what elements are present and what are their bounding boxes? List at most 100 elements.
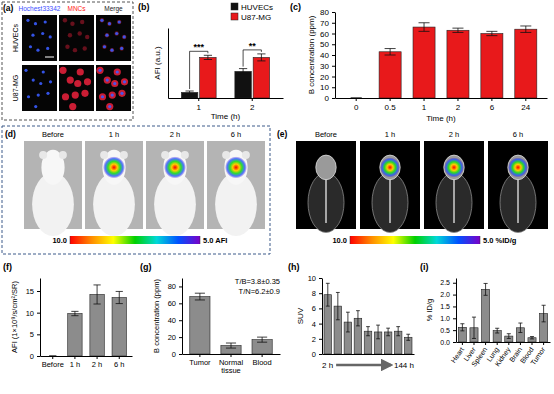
error-bar-cap — [49, 356, 56, 357]
y-tick: 10 — [308, 274, 322, 283]
frame-label: 2 h — [449, 130, 459, 139]
signal-blob — [444, 157, 464, 177]
bar — [68, 314, 82, 356]
error-bar — [495, 328, 499, 333]
image-frame — [85, 141, 143, 236]
error-bar-cap — [239, 74, 247, 75]
x-tick-label-line: Blood — [253, 358, 272, 367]
y-tick: 1.0 — [440, 315, 456, 322]
bar — [90, 294, 104, 356]
x-tick: 6 — [490, 98, 495, 112]
x-tick: 2 — [250, 98, 255, 112]
y-tick-mark — [179, 286, 182, 287]
image-frame — [360, 141, 420, 233]
cell-blue — [24, 69, 27, 72]
y-tick-label: 20 — [320, 73, 329, 82]
y-tick: 0 — [30, 352, 40, 361]
x-tick: Kidney — [494, 342, 513, 368]
cell-blue — [108, 22, 111, 25]
x-tick-label-line: tissue — [221, 366, 241, 375]
y-tick-mark — [37, 313, 40, 314]
cell-red — [102, 45, 106, 49]
annotation: 144 h — [394, 361, 414, 370]
bar — [252, 340, 272, 354]
error-bar-cap — [351, 98, 362, 99]
error-bar — [419, 23, 430, 32]
y-tick: 80 — [320, 8, 335, 17]
panel-label: (h) — [288, 262, 300, 272]
cell-red — [110, 48, 114, 52]
bar-chart-panel: TumorNormaltissueBlood020406080B concent… — [140, 262, 281, 375]
cell-blue — [34, 22, 37, 25]
error-bar-cap — [351, 98, 362, 99]
significance-bracket — [190, 51, 208, 89]
x-axis: 12 — [169, 98, 284, 112]
error-bar — [486, 31, 497, 35]
cell-red — [106, 103, 113, 110]
image-frame — [207, 141, 265, 236]
row-header: HUVECs — [12, 24, 19, 53]
y-tick-label: 10 — [26, 309, 34, 318]
error-bar-stem — [119, 291, 120, 303]
x-tick-mark — [473, 342, 474, 345]
error-bar-cap — [336, 319, 340, 320]
error-bar-cap — [542, 305, 546, 306]
error-bar-cap — [460, 323, 464, 324]
error-bar-cap — [326, 283, 330, 284]
y-tick-mark — [319, 278, 322, 279]
y-axis-title: % ID/g — [425, 299, 434, 322]
cell-red — [96, 67, 103, 74]
y-tick-label: 40 — [168, 316, 176, 325]
bar — [190, 297, 210, 354]
frame-label: 1 h — [109, 130, 119, 139]
error-bar-stem — [243, 69, 244, 75]
y-axis: 0246810 — [308, 274, 323, 359]
error-bar-stem — [457, 28, 458, 32]
error-bar — [507, 334, 511, 339]
y-axis-title: AFI (1×10⁹/s/cm²/SR) — [10, 281, 19, 353]
x-tick-label: 6 — [490, 103, 495, 112]
y-tick-mark — [453, 330, 456, 331]
y-tick-label: 60 — [168, 299, 176, 308]
cell-blue — [44, 20, 47, 23]
cell-blue — [110, 49, 113, 52]
y-tick-label: 10 — [308, 274, 316, 283]
x-tick-mark — [198, 98, 199, 101]
cell-red — [63, 18, 67, 22]
plot-marks — [49, 285, 126, 356]
plot-marks — [181, 54, 269, 98]
micrograph — [96, 15, 131, 61]
colorbar-tick — [350, 236, 351, 244]
signal-blob — [508, 157, 528, 177]
x-tick-mark — [543, 342, 544, 345]
mouse-ear — [59, 151, 67, 159]
y-tick-label: 2.0 — [440, 291, 450, 298]
error-bar-stem — [543, 305, 544, 322]
plot-marks — [351, 23, 537, 98]
x-tick-mark — [356, 98, 357, 101]
error-bar-cap — [530, 338, 534, 339]
y-tick-label: 4 — [312, 320, 316, 329]
y-axis: 051015 — [26, 279, 41, 361]
bar — [112, 298, 126, 357]
cell-red — [122, 35, 126, 39]
y-tick-label: 0 — [30, 352, 34, 361]
image-frame — [424, 141, 484, 233]
error-bar-cap — [486, 35, 497, 36]
error-bar-stem — [261, 54, 262, 61]
cell-blue — [46, 92, 49, 95]
y-tick: 40 — [320, 51, 335, 60]
cell-blue — [31, 34, 34, 37]
cell-red — [80, 20, 84, 24]
error-bar — [385, 49, 396, 55]
micrograph — [59, 65, 94, 111]
cell-red — [73, 48, 77, 52]
image-frame — [488, 141, 548, 233]
significance-label: ** — [249, 41, 257, 51]
error-bar-stem — [388, 328, 389, 336]
panel-label: (i) — [420, 262, 429, 272]
mouse-ear — [181, 151, 189, 159]
y-tick-mark — [332, 66, 335, 67]
error-bar-cap — [452, 32, 463, 33]
error-bar — [460, 324, 464, 331]
